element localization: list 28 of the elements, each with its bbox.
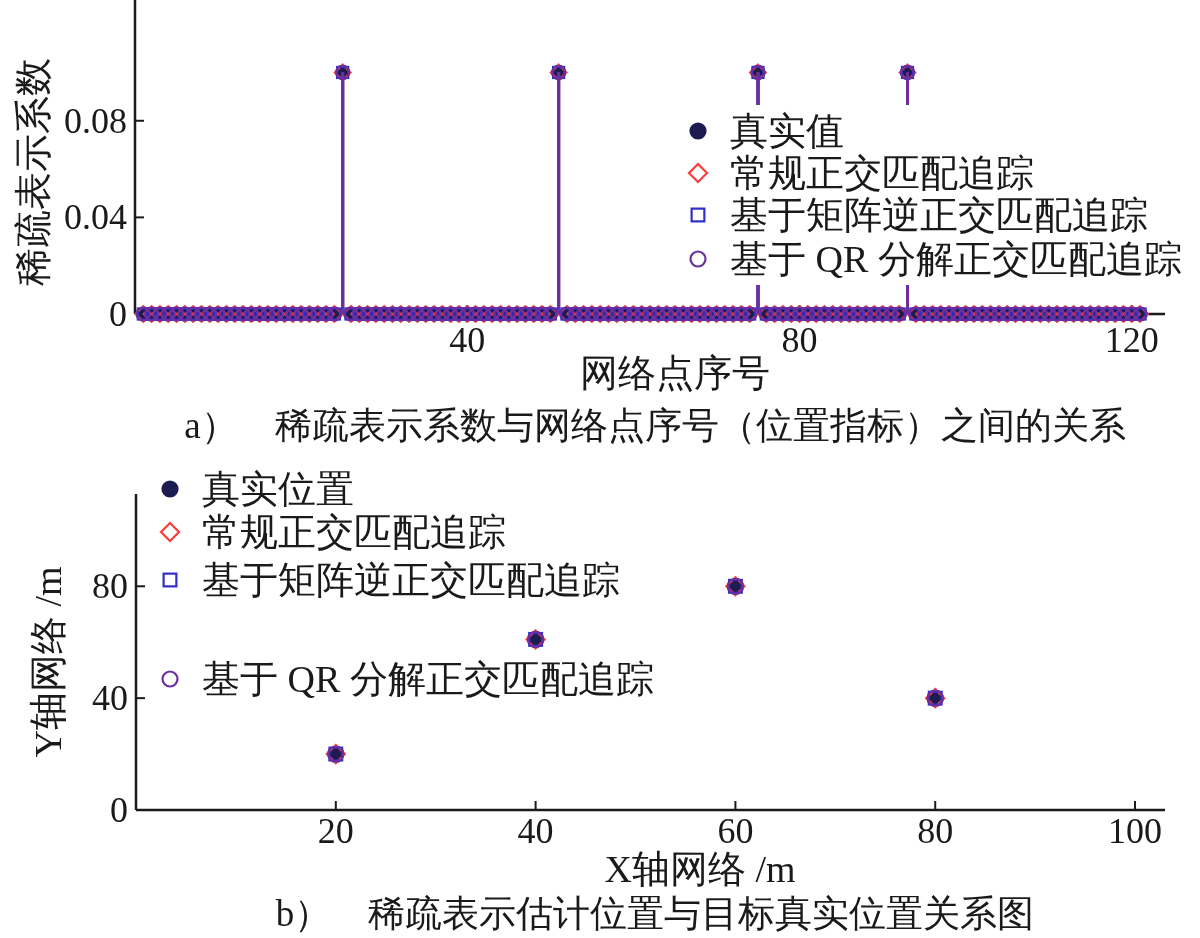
x-axis-title: 网络点序号	[580, 352, 770, 394]
y-tick-label: 80	[92, 566, 128, 607]
legend-label: 常规正交匹配追踪	[202, 511, 506, 553]
legend-label: 基于矩阵逆正交匹配追踪	[202, 559, 620, 601]
y-tick-label: 0.04	[64, 197, 127, 238]
legend-label: 真实值	[730, 110, 844, 152]
x-tick-label: 60	[717, 811, 754, 851]
text: a） 稀疏表示系数与网络点序号（位置指标）之间的关系	[184, 405, 1126, 446]
y-axis-title: 稀疏表示系数	[12, 58, 54, 286]
y-tick-label: 0.08	[64, 100, 127, 141]
text: b） 稀疏表示估计位置与目标真实位置关系图	[275, 893, 1035, 934]
x-tick-label: 100	[1108, 811, 1163, 851]
y-tick-label: 40	[92, 678, 128, 719]
y-tick-label: 0	[109, 294, 127, 334]
legend-label: 基于 QR 分解正交匹配追踪	[202, 658, 654, 700]
x-tick-label: 40	[449, 320, 486, 360]
x-tick-label: 20	[317, 811, 354, 851]
y-axis-title: Y轴网络 /m	[27, 566, 69, 758]
y-tick-label: 0	[110, 790, 128, 830]
legend-label: 基于 QR 分解正交匹配追踪	[730, 238, 1182, 280]
x-tick-label: 80	[917, 811, 954, 851]
x-tick-label: 40	[517, 811, 554, 851]
x-tick-label: 80	[781, 320, 818, 360]
x-axis-title: X轴网络 /m	[604, 848, 796, 890]
legend-label: 常规正交匹配追踪	[730, 152, 1034, 194]
legend-label: 真实位置	[202, 468, 354, 510]
legend-label: 基于矩阵逆正交匹配追踪	[730, 194, 1148, 236]
x-tick-label: 120	[1104, 320, 1159, 360]
